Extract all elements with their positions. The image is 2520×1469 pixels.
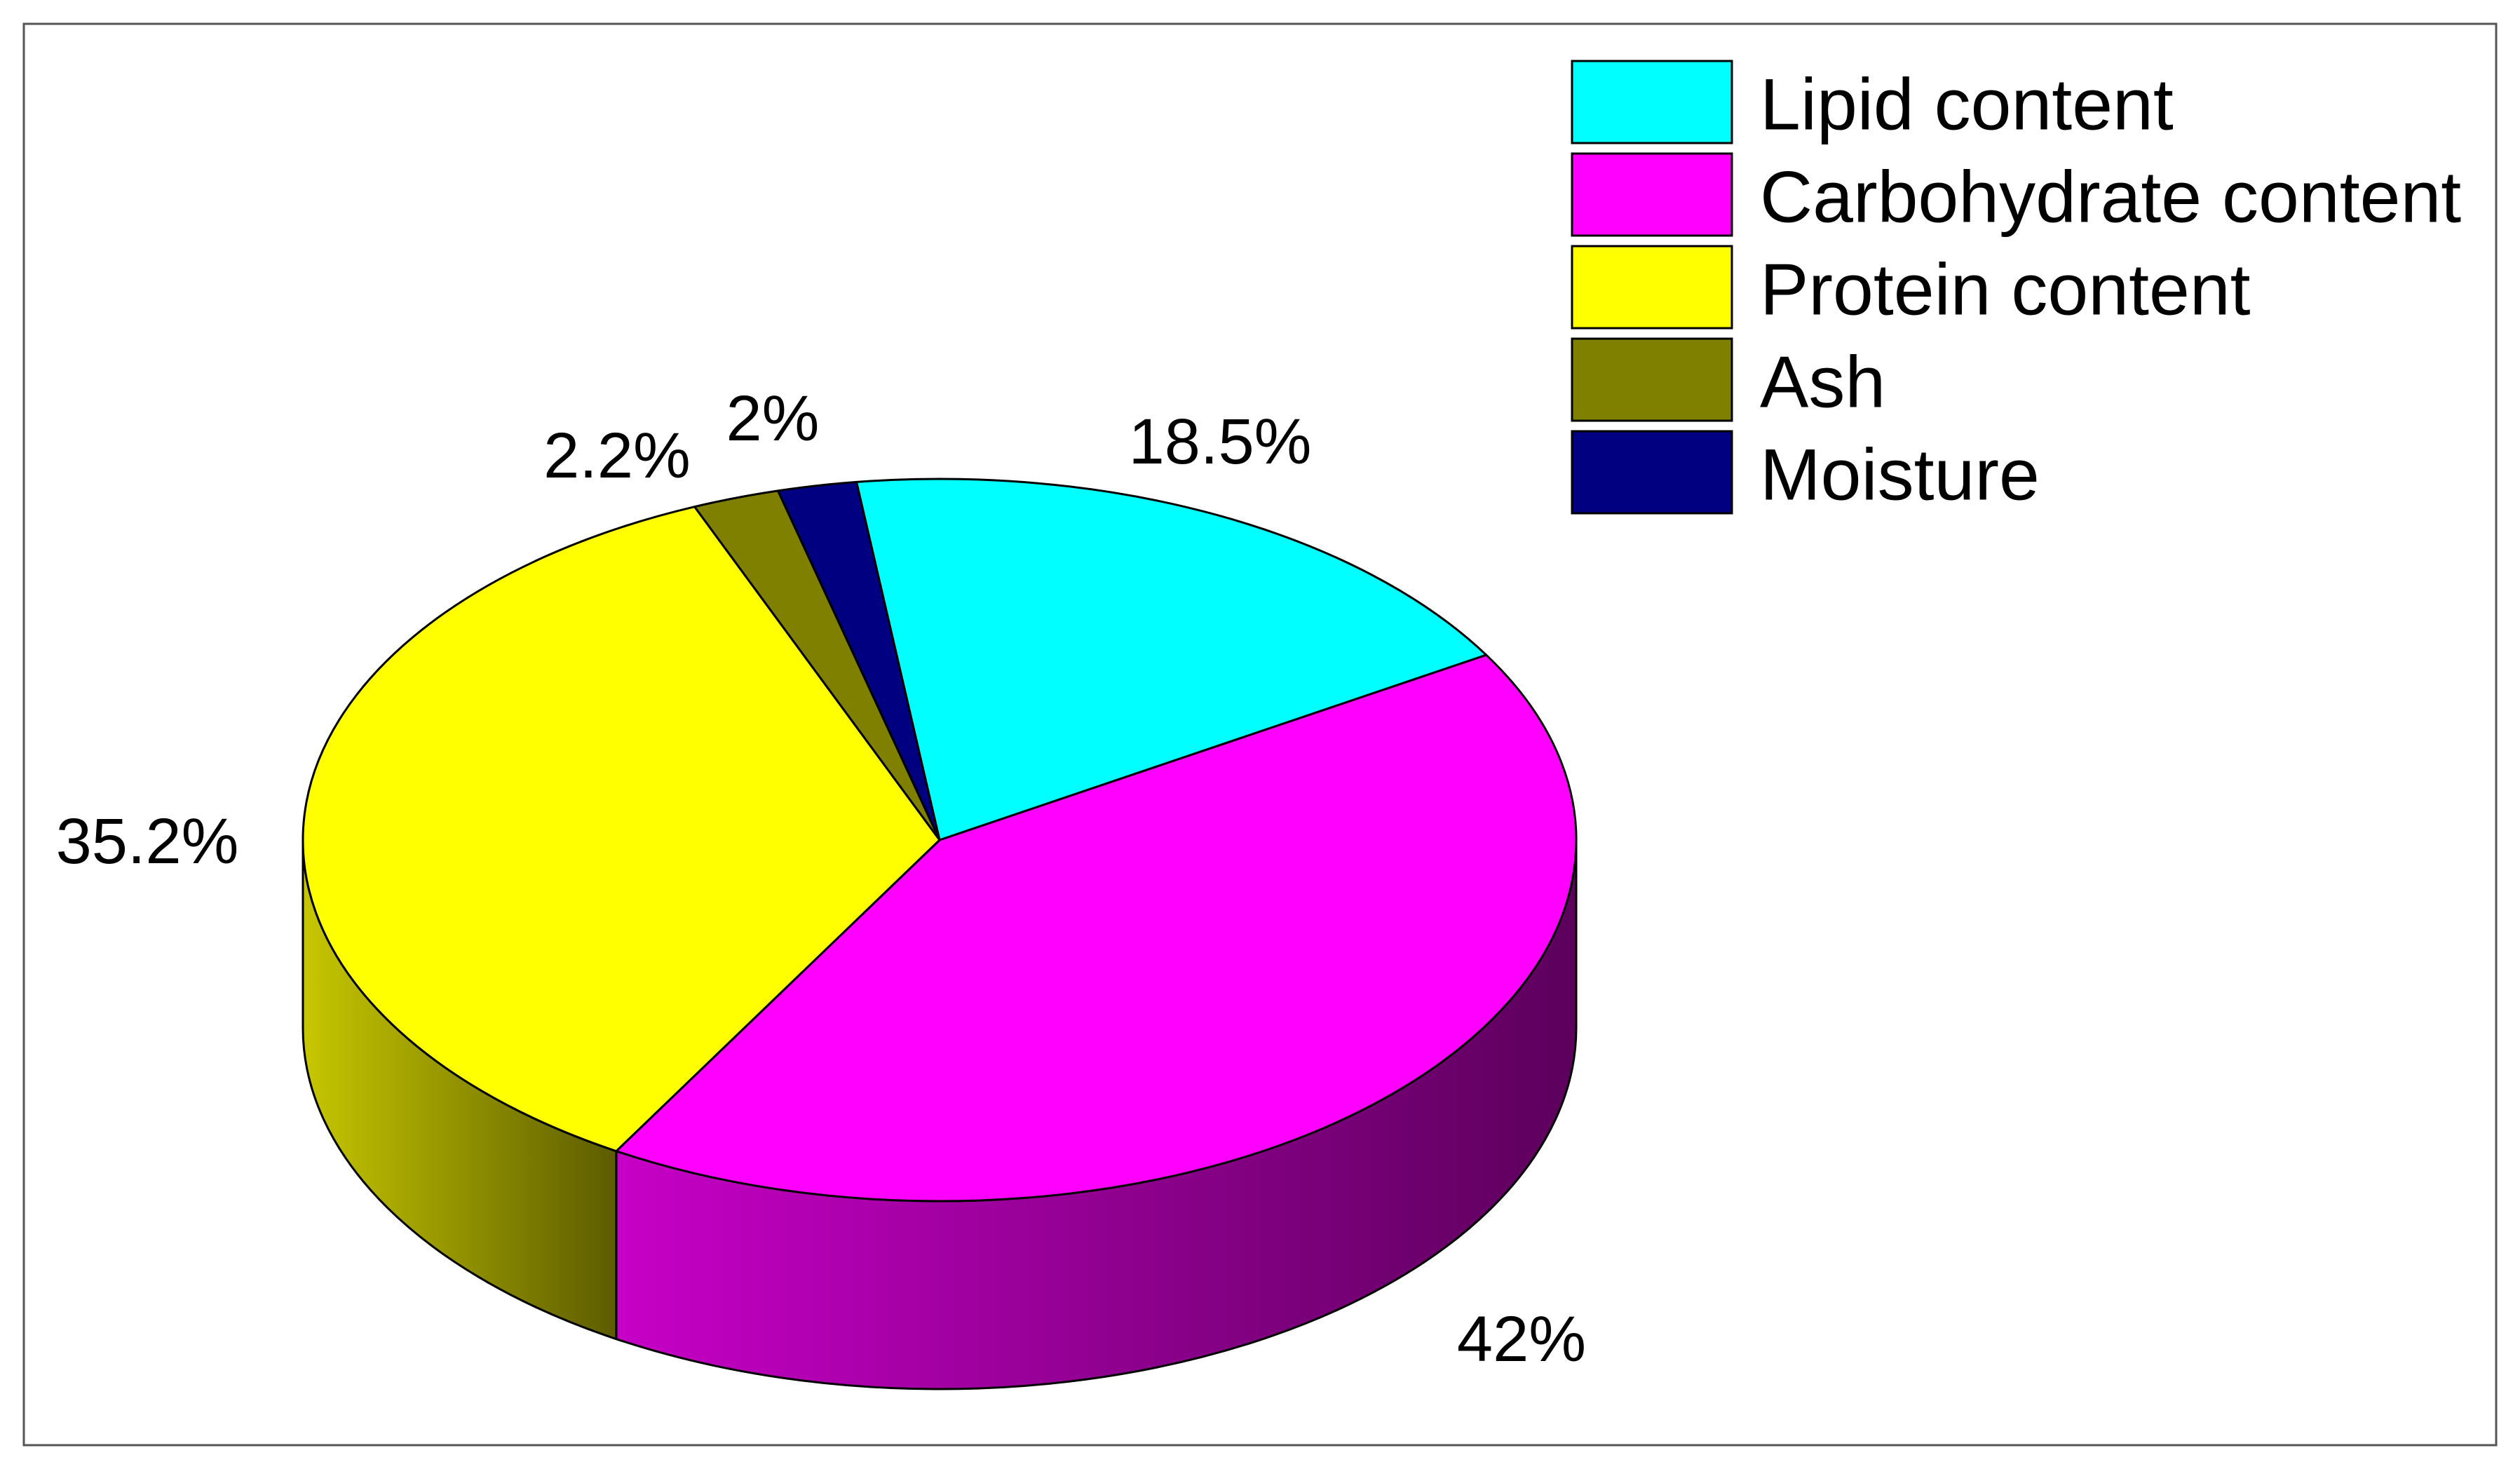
- legend-swatch-carbohydrate-content: [1571, 152, 1733, 237]
- legend: Lipid content Carbohydrate content Protein…: [1571, 60, 2461, 516]
- data-label-lipid-content: 18.5%: [1129, 406, 1312, 478]
- data-label-moisture: 2%: [726, 383, 820, 454]
- legend-swatch-moisture: [1571, 430, 1733, 515]
- data-labels: 18.5% 42% 35.2% 2.2% 2%: [56, 383, 1587, 1375]
- legend-label-carbohydrate-content: Carbohydrate content: [1760, 157, 2461, 238]
- pie-slice-moisture: [776, 480, 941, 841]
- data-label-ash: 2.2%: [543, 420, 691, 492]
- pie-slice-protein-content: [302, 506, 941, 1153]
- legend-swatch-ash: [1571, 337, 1733, 422]
- data-label-protein-content: 35.2%: [56, 806, 239, 877]
- pie-slices: [302, 478, 1578, 1203]
- legend-swatch-lipid-content: [1571, 60, 1733, 144]
- legend-label-lipid-content: Lipid content: [1760, 65, 2174, 146]
- pie-slice-carbohydrate-content: [615, 654, 1578, 1203]
- data-label-carbohydrate-content: 42%: [1457, 1304, 1586, 1375]
- legend-label-ash: Ash: [1760, 342, 1885, 424]
- legend-label-moisture: Moisture: [1760, 435, 2040, 516]
- legend-swatch-protein-content: [1571, 245, 1733, 330]
- legend-label-protein-content: Protein content: [1760, 250, 2251, 331]
- pie-slice-lipid-content: [855, 478, 1488, 841]
